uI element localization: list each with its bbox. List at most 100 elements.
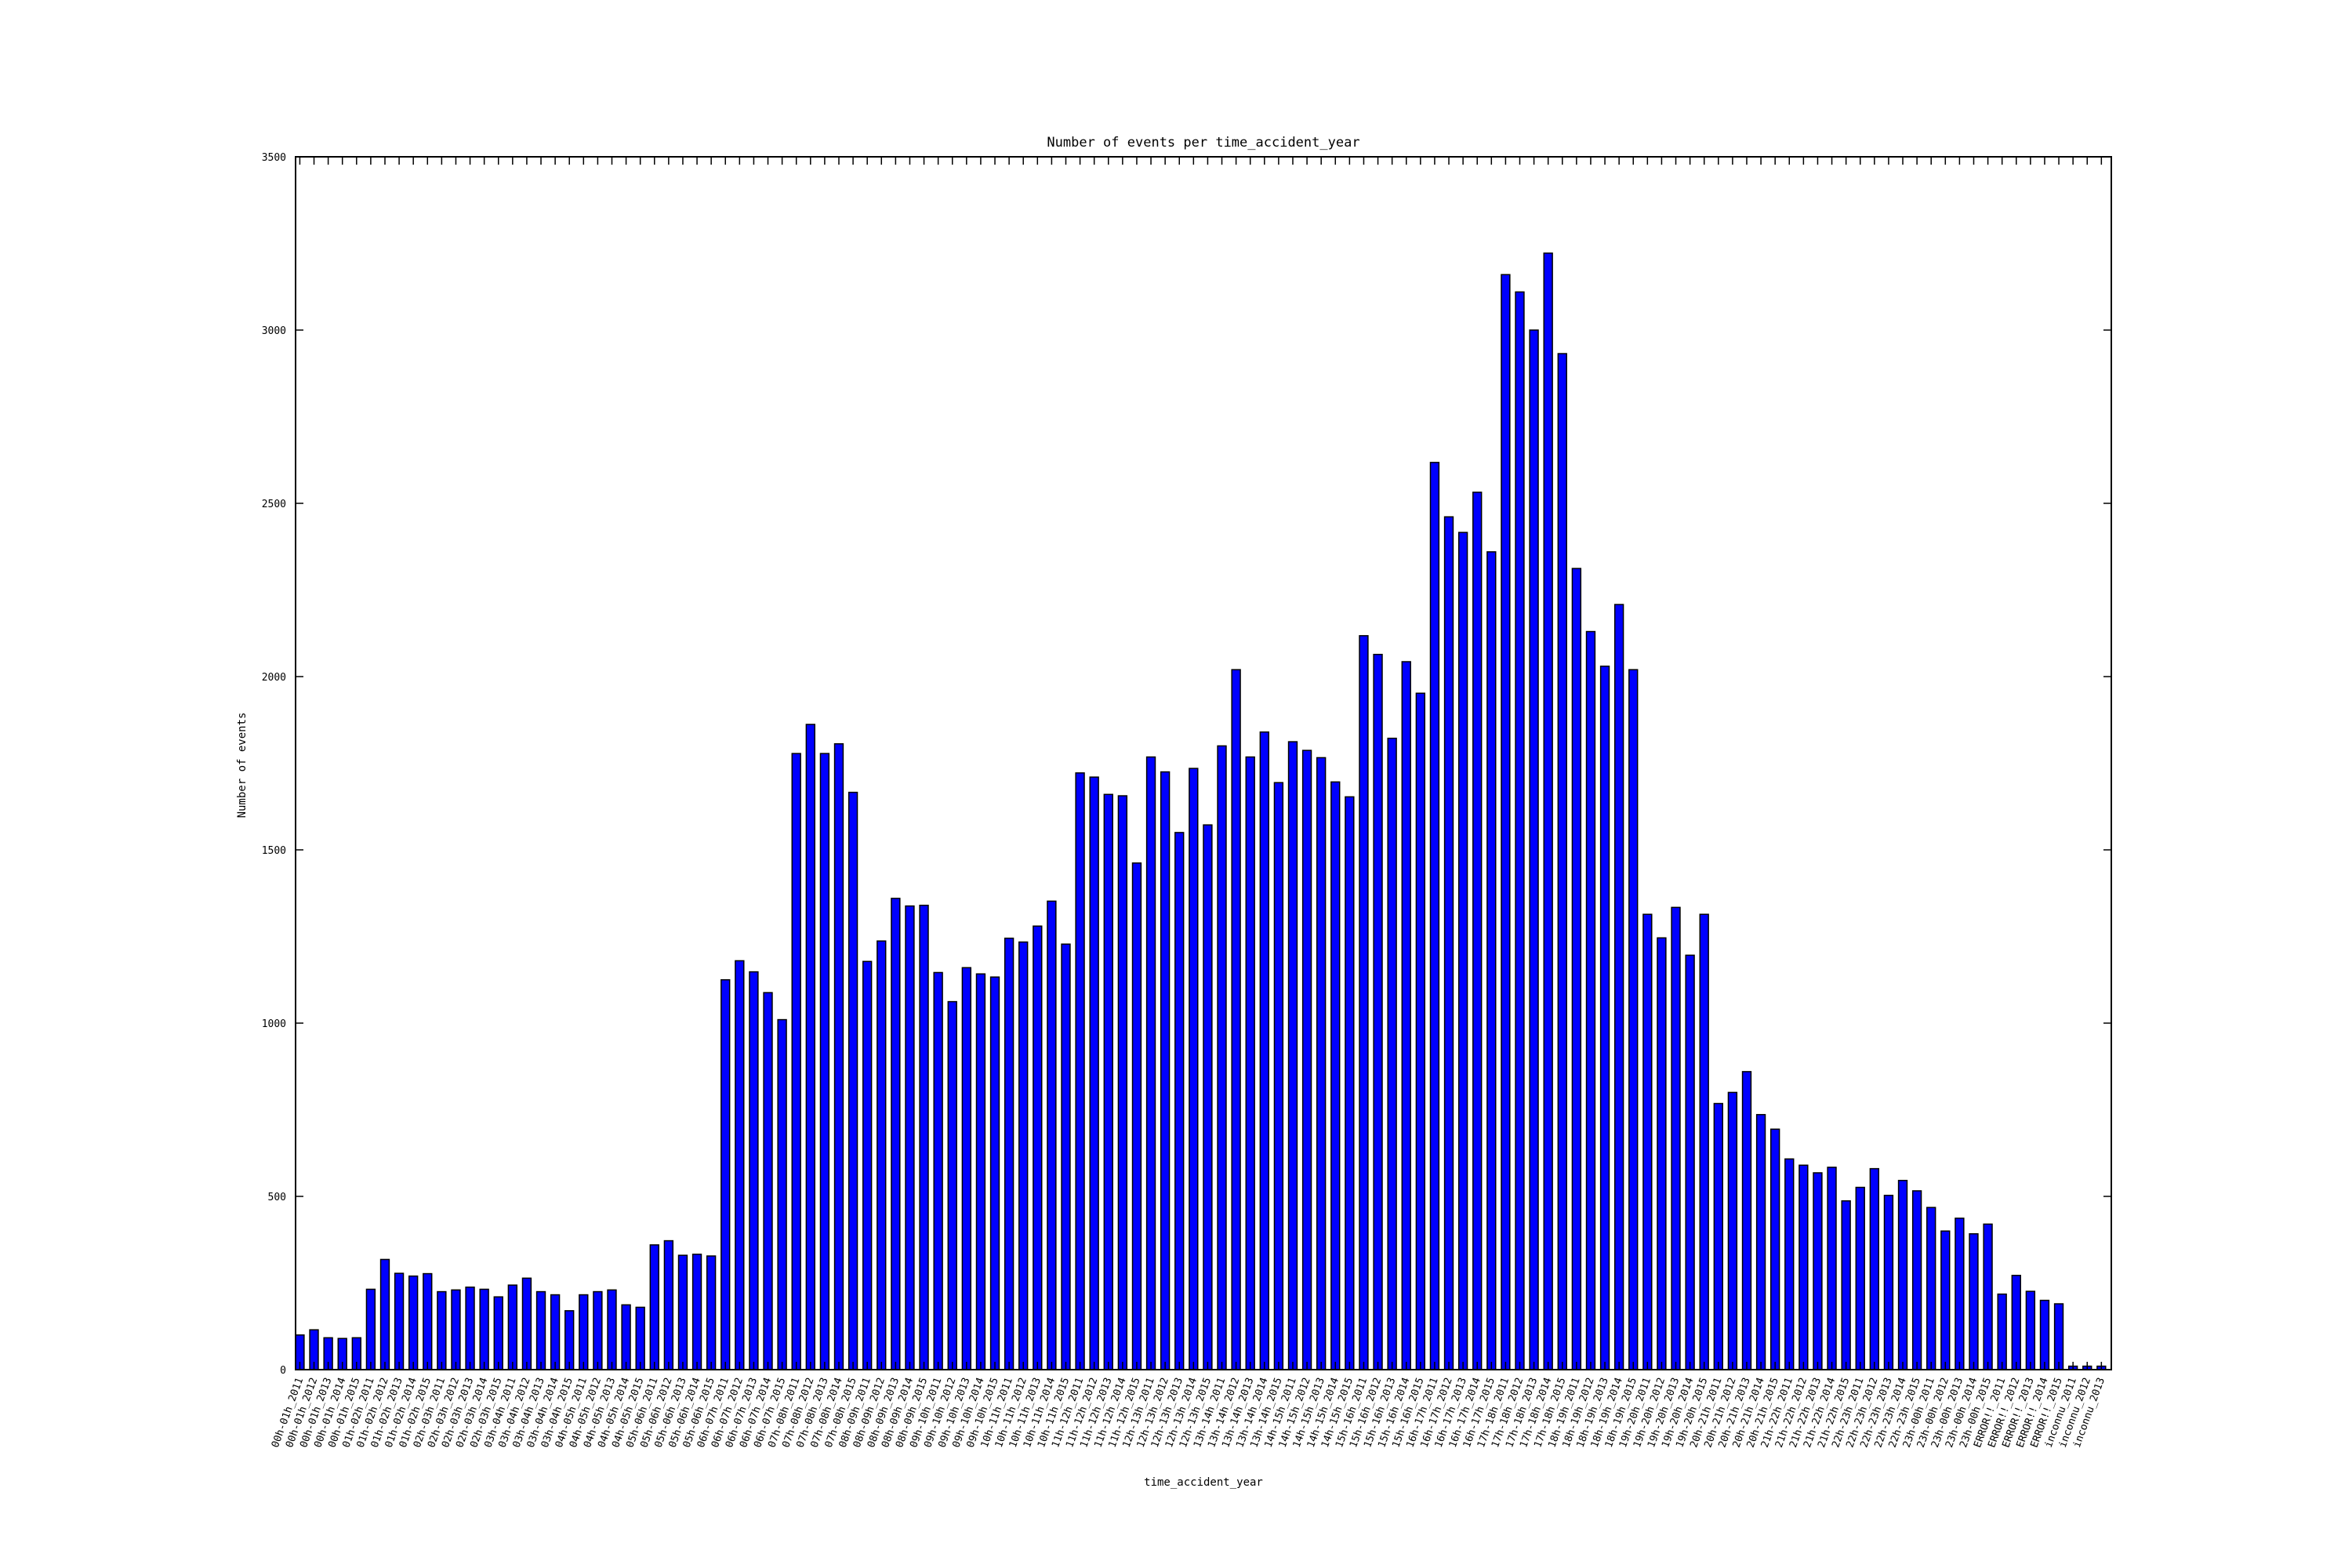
y-tick-label: 3500 — [262, 152, 286, 164]
bar — [1869, 1167, 1880, 1370]
bar — [1330, 781, 1341, 1370]
bar — [465, 1287, 475, 1370]
bar — [1699, 913, 1709, 1370]
bar — [579, 1294, 589, 1370]
bar — [1429, 462, 1440, 1370]
y-tick-label: 0 — [280, 1365, 286, 1377]
bar — [1117, 795, 1128, 1370]
bar — [1855, 1186, 1865, 1370]
bar — [891, 898, 901, 1370]
bar — [479, 1288, 489, 1370]
bar — [593, 1290, 603, 1370]
bar — [1359, 635, 1369, 1370]
bar — [394, 1272, 405, 1370]
bar — [1047, 900, 1057, 1370]
bar — [1089, 776, 1099, 1370]
bar — [535, 1290, 546, 1370]
bar — [1004, 937, 1014, 1370]
bar — [720, 979, 731, 1370]
bar — [1911, 1190, 1922, 1370]
bar — [493, 1296, 503, 1370]
bar — [423, 1272, 433, 1370]
bar — [1018, 941, 1029, 1370]
bar — [1373, 653, 1383, 1370]
bar — [1983, 1223, 1993, 1370]
y-tick-label: 1000 — [262, 1018, 286, 1030]
bar — [735, 960, 745, 1370]
y-axis-ticks: 0 500 1000 1500 2000 2500 3000 3500 — [262, 152, 2111, 1377]
bar — [1727, 1091, 1738, 1370]
bar — [1316, 757, 1327, 1370]
bar — [1883, 1194, 1894, 1370]
bar — [1841, 1200, 1851, 1370]
bar — [1955, 1218, 1965, 1370]
bar — [1685, 954, 1695, 1370]
bar — [1160, 771, 1171, 1370]
bar — [1287, 741, 1298, 1370]
bar — [607, 1289, 617, 1370]
bar — [677, 1254, 688, 1370]
bar — [379, 1258, 390, 1370]
bar — [749, 971, 759, 1370]
bar — [1515, 291, 1525, 1370]
bar — [663, 1240, 674, 1370]
bar — [1174, 832, 1185, 1370]
y-tick-label: 3000 — [262, 325, 286, 337]
bar — [706, 1255, 717, 1370]
bar — [2039, 1299, 2050, 1370]
y-tick-label: 500 — [268, 1192, 286, 1203]
bar — [1613, 604, 1624, 1370]
bar — [1301, 750, 1312, 1370]
bar — [1501, 274, 1511, 1370]
bar — [905, 905, 915, 1370]
bar — [365, 1288, 376, 1370]
bar — [564, 1310, 575, 1370]
bar — [691, 1254, 702, 1370]
bar — [1443, 516, 1454, 1370]
bar — [550, 1294, 561, 1370]
x-axis-label: time_accident_year — [1144, 1476, 1263, 1489]
bar — [961, 967, 972, 1370]
bar — [2025, 1290, 2036, 1370]
bar — [1585, 630, 1596, 1370]
bar — [2053, 1303, 2064, 1370]
bar — [763, 992, 773, 1370]
bar — [1415, 692, 1426, 1370]
bar — [933, 971, 943, 1370]
bar — [791, 753, 801, 1370]
bar — [947, 1000, 957, 1370]
bar — [1813, 1172, 1823, 1370]
bar — [1131, 862, 1142, 1370]
bar — [1103, 793, 1113, 1370]
bar — [649, 1244, 659, 1370]
bar — [1075, 772, 1085, 1370]
bar — [1245, 756, 1255, 1370]
bar — [2011, 1275, 2021, 1370]
bar — [919, 904, 929, 1370]
y-axis-label: Number of events — [236, 713, 249, 818]
bar — [805, 724, 815, 1370]
bar — [1798, 1164, 1809, 1370]
plot-frame — [295, 156, 2112, 1370]
bars-group — [295, 252, 2107, 1370]
bar — [1713, 1102, 1723, 1370]
y-tick-label: 2500 — [262, 499, 286, 510]
bar — [1940, 1230, 1951, 1370]
bar — [877, 940, 887, 1370]
bar — [635, 1306, 645, 1370]
bar — [1189, 768, 1199, 1370]
bar — [1217, 745, 1227, 1370]
chart-title: Number of events per time_accident_year — [1047, 135, 1359, 151]
bar — [1571, 568, 1582, 1370]
bar — [848, 791, 858, 1370]
bar — [507, 1284, 518, 1370]
bar — [833, 742, 844, 1370]
bar — [1671, 906, 1681, 1370]
bar — [975, 973, 986, 1370]
y-tick-label: 2000 — [262, 672, 286, 684]
bar — [408, 1275, 419, 1370]
bar — [437, 1290, 447, 1370]
bar — [1345, 796, 1355, 1370]
bar — [451, 1289, 461, 1370]
bar — [1897, 1179, 1908, 1370]
